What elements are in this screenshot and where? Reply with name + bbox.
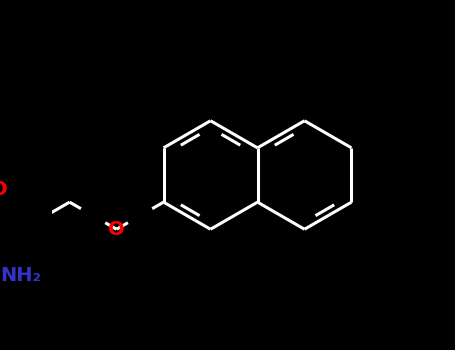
Text: NH₂: NH₂	[0, 266, 41, 285]
Text: O: O	[0, 180, 8, 199]
Text: O: O	[108, 220, 125, 239]
